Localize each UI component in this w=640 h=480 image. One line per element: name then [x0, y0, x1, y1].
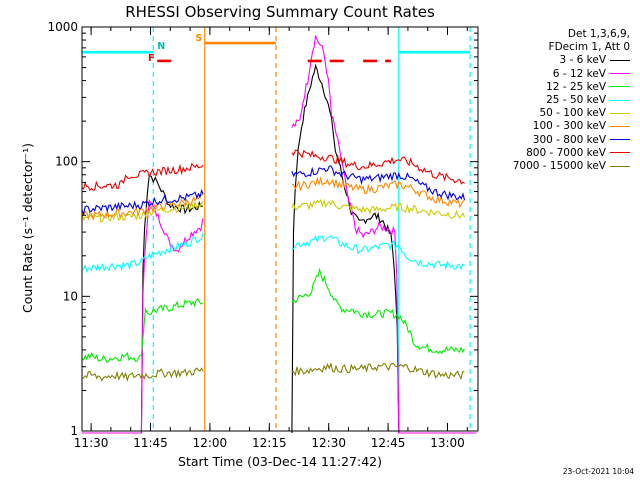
legend-entry-label: 3 - 6 keV	[559, 54, 606, 67]
series-6-line	[81, 188, 204, 216]
state-annotation-F: F	[148, 53, 155, 64]
legend-swatch	[610, 152, 630, 154]
series-1-line	[82, 198, 204, 434]
plot-frame	[81, 26, 479, 432]
legend-entry-label: 6 - 12 keV	[552, 67, 606, 80]
y-tick-label: 1000	[47, 20, 78, 34]
legend-entry-label: 50 - 100 keV	[539, 107, 606, 120]
legend-entry: 6 - 12 keV	[478, 68, 630, 81]
y-tick-label: 10	[63, 289, 78, 303]
series-1-line-1	[291, 35, 477, 434]
x-tick-label: 12:45	[371, 436, 406, 450]
x-tick-label: 12:30	[311, 436, 346, 450]
legend-swatch	[610, 59, 630, 61]
series-2-line	[81, 297, 203, 363]
series-2-line-1	[291, 267, 465, 355]
legend-entry: 3 - 6 keV	[478, 54, 630, 67]
legend-entry-label: 100 - 300 keV	[532, 120, 606, 133]
legend-entry: 50 - 100 keV	[478, 107, 630, 120]
plot-area: NF S 1 10 100 1000 11:30 11:45 12:00 12:15 12:30 12…	[47, 20, 479, 450]
series-4-line	[81, 200, 204, 223]
legend-header-line1: Det 1,3,6,9,	[567, 28, 630, 40]
series-8-line-1	[291, 362, 465, 381]
legend-entry-label: 800 - 7000 keV	[526, 146, 606, 159]
legend-entry: 12 - 25 keV	[478, 81, 630, 94]
x-tick-label: 12:00	[193, 436, 228, 450]
y-tick-label: 100	[55, 155, 78, 169]
legend-entry: 100 - 300 keV	[478, 120, 630, 133]
series-4-line-1	[291, 198, 466, 220]
series-3-line	[81, 232, 204, 274]
y-axis-label: Count Rate (s⁻¹ detector⁻¹)	[20, 143, 35, 313]
y-tick-label: 1	[70, 424, 78, 438]
series-5-line-1	[291, 176, 465, 209]
legend-entry: 25 - 50 keV	[478, 94, 630, 107]
series-5-line	[81, 193, 204, 222]
x-tick-label: 11:45	[133, 436, 168, 450]
series-3-line-1	[291, 235, 465, 271]
x-axis-label: Start Time (03-Dec-14 11:27:42)	[178, 454, 382, 469]
state-annotation-S: S	[195, 33, 202, 44]
series-8-line	[81, 367, 204, 382]
legend-swatch	[610, 165, 630, 167]
legend-swatch	[610, 99, 630, 101]
x-tick-label: 13:00	[430, 436, 465, 450]
legend-header-line2: FDecim 1, Att 0	[548, 41, 630, 54]
legend-swatch	[610, 112, 630, 114]
series-6-line-1	[291, 165, 466, 201]
legend-entry-label: 7000 - 15000 keV	[512, 160, 606, 173]
state-annotation-N: N	[157, 41, 165, 52]
legend-entry: 300 - 800 keV	[478, 134, 630, 147]
legend-entries: 3 - 6 keV 6 - 12 keV 12 - 25 keV 25 - 50 ke…	[478, 54, 630, 173]
legend: Det 1,3,6,9, FDecim 1, Att 0 3 - 6 keV 6 …	[478, 28, 630, 173]
legend-swatch	[610, 139, 630, 141]
legend-entry-label: 25 - 50 keV	[546, 94, 606, 107]
legend-entry: 800 - 7000 keV	[478, 147, 630, 160]
legend-entry-label: 300 - 800 keV	[532, 133, 606, 146]
legend-entry: 7000 - 15000 keV	[478, 160, 630, 173]
series-7-line	[81, 162, 204, 192]
legend-entry-label: 12 - 25 keV	[546, 80, 606, 93]
chart-title: RHESSI Observing Summary Count Rates	[125, 3, 435, 21]
legend-swatch	[610, 86, 630, 88]
legend-swatch	[610, 125, 630, 127]
x-tick-label: 12:15	[252, 436, 287, 450]
legend-swatch	[610, 73, 630, 75]
timestamp: 23-Oct-2021 10:04	[562, 467, 634, 476]
series-7-line-1	[291, 149, 465, 185]
x-tick-label: 11:30	[74, 436, 109, 450]
